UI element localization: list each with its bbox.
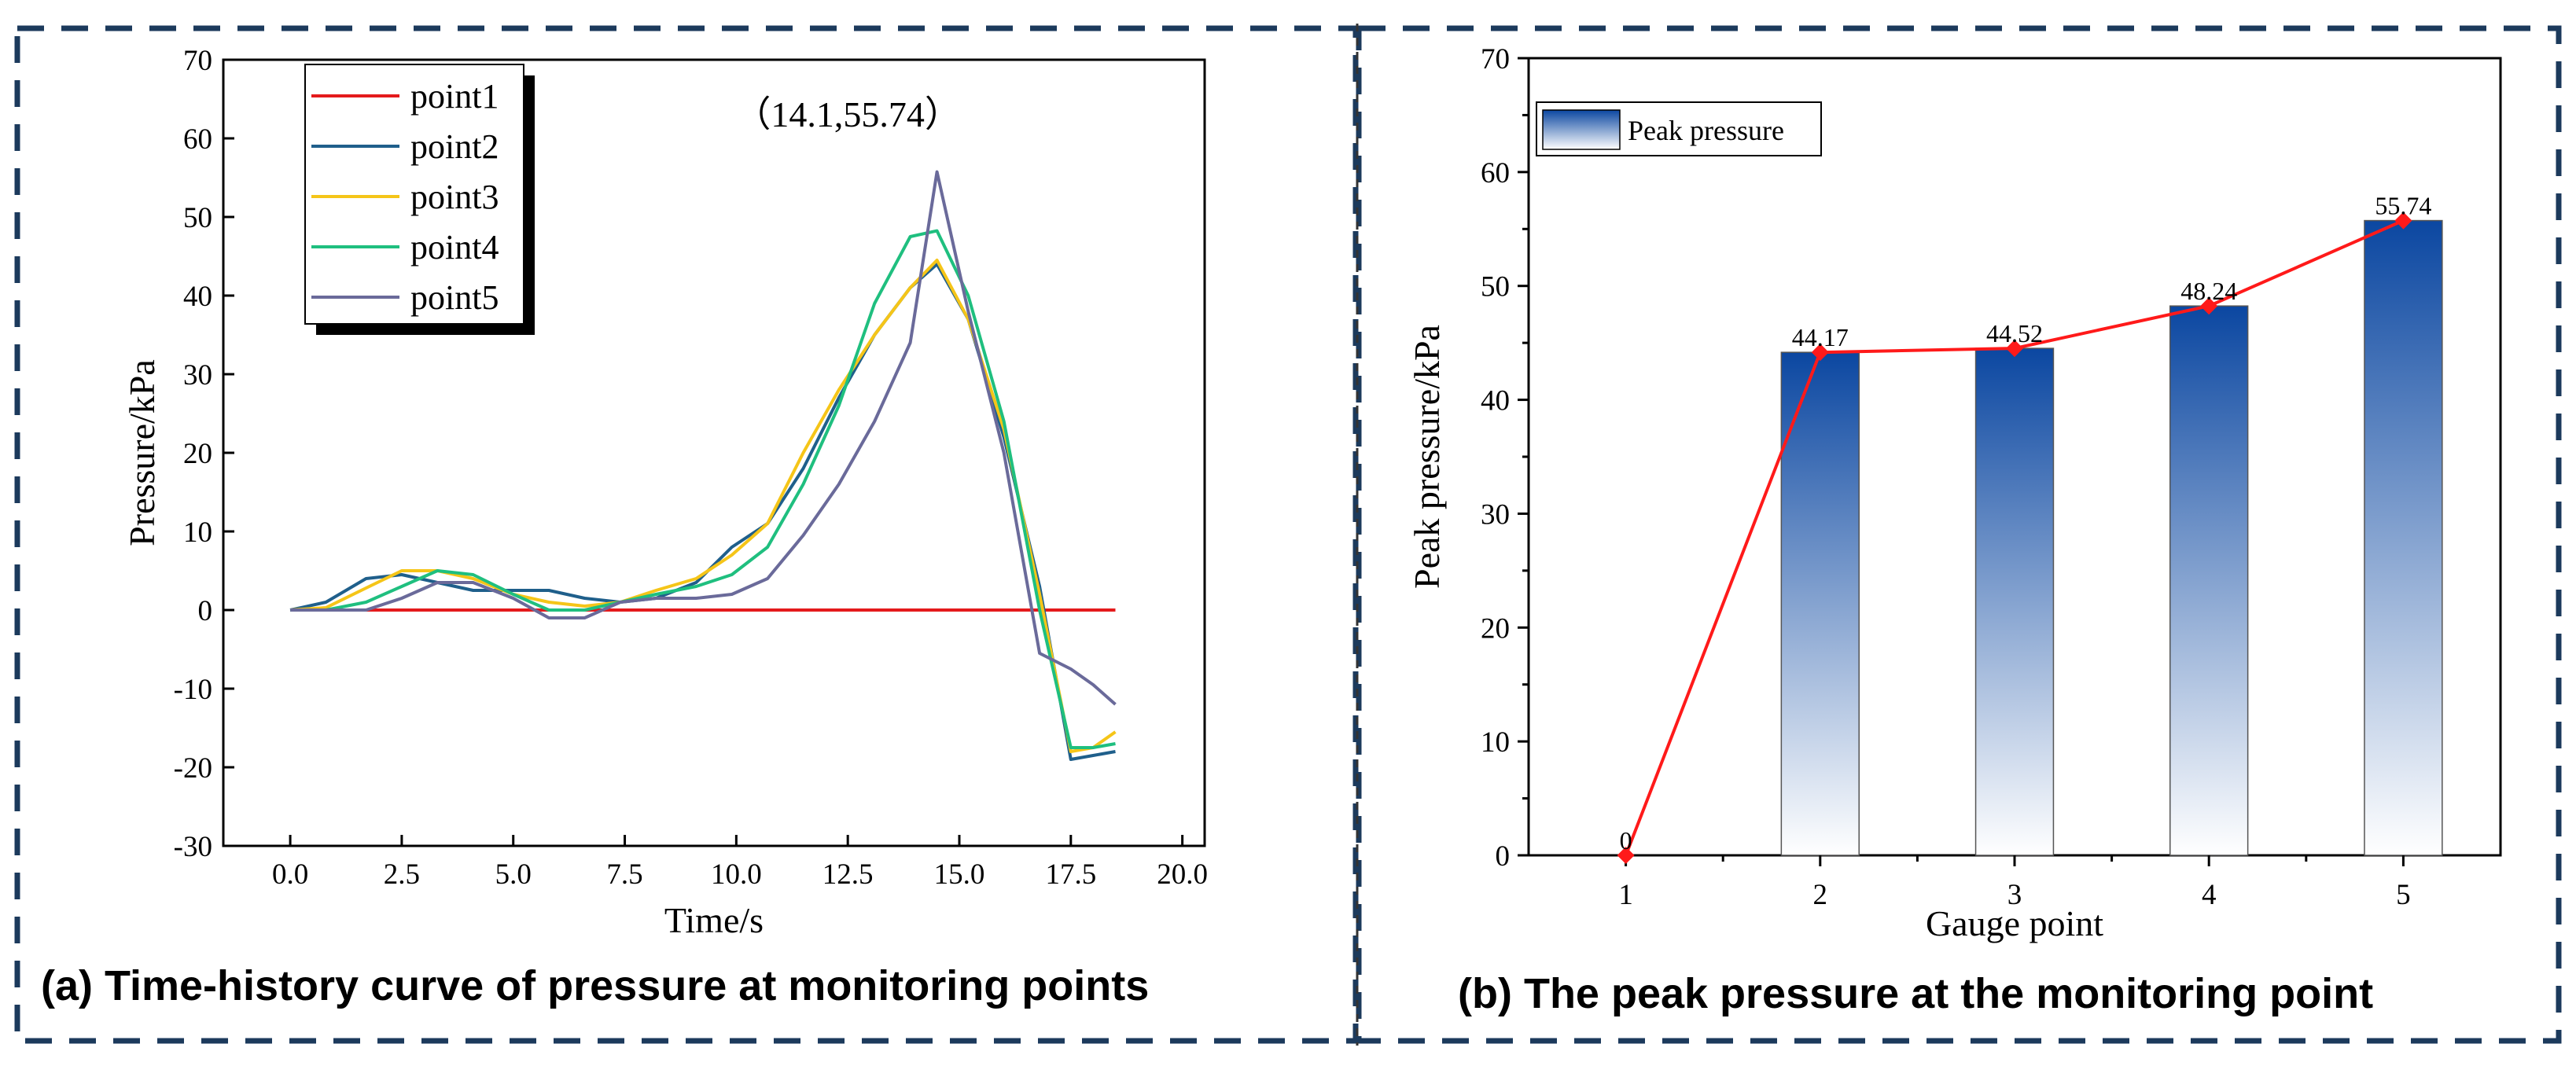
panel-b-legend: Peak pressure bbox=[1536, 101, 1822, 156]
y-tick-label: 60 bbox=[183, 123, 212, 156]
y-tick-label: -10 bbox=[174, 674, 212, 706]
y-tick-label: 40 bbox=[1481, 385, 1510, 417]
data-label-4: 48.24 bbox=[2180, 277, 2237, 305]
y-tick-label: 10 bbox=[183, 516, 212, 549]
panel-a-legend: point1 point2 point3 point4 point5 bbox=[304, 64, 535, 335]
legend-label-point1: point1 bbox=[410, 77, 499, 116]
panel-a-caption: (a) Time-history curve of pressure at mo… bbox=[41, 962, 1149, 1009]
bar-5 bbox=[2364, 219, 2443, 856]
y-tick-label: -20 bbox=[174, 752, 212, 785]
panel-a-ticks bbox=[223, 58, 1184, 847]
panel-b-x-axis-title: Gauge point bbox=[1926, 903, 2103, 943]
y-tick-label: 0 bbox=[1496, 840, 1511, 873]
peak-marker-4 bbox=[2200, 297, 2218, 315]
y-tick-label: 50 bbox=[1481, 271, 1510, 303]
bar-3 bbox=[1974, 347, 2055, 856]
y-tick-label: -30 bbox=[174, 831, 212, 863]
y-tick-label: 70 bbox=[183, 45, 212, 77]
bar-4 bbox=[2169, 305, 2249, 856]
x-tick-label: 0.0 bbox=[272, 858, 308, 891]
y-tick-label: 20 bbox=[183, 438, 212, 470]
peak-marker-5 bbox=[2394, 211, 2412, 230]
y-tick-label: 30 bbox=[1481, 498, 1510, 531]
panel-b-bars bbox=[1780, 219, 2443, 856]
series-line-point4 bbox=[290, 229, 1116, 749]
x-tick-label: 7.5 bbox=[606, 858, 642, 891]
y-tick-label: 10 bbox=[1481, 726, 1510, 759]
x-tick-label: 2.5 bbox=[384, 858, 420, 891]
x-tick-label: 20.0 bbox=[1157, 858, 1208, 891]
data-label-2: 44.17 bbox=[1792, 323, 1849, 351]
peak-marker-2 bbox=[1811, 344, 1829, 362]
panel-a-x-axis-title: Time/s bbox=[664, 900, 764, 940]
series-line-point5 bbox=[290, 170, 1117, 706]
legend-label: Peak pressure bbox=[1628, 115, 1784, 146]
x-tick-label: 1 bbox=[1618, 879, 1633, 911]
data-label-3: 44.52 bbox=[1986, 319, 2043, 347]
legend-label-point2: point2 bbox=[410, 127, 499, 166]
x-tick-label: 12.5 bbox=[822, 858, 874, 891]
y-tick-label: 0 bbox=[198, 595, 213, 627]
x-tick-label: 4 bbox=[2202, 879, 2217, 911]
panel-a-series bbox=[289, 170, 1117, 761]
y-tick-label: 20 bbox=[1481, 612, 1510, 645]
panel-b-data-labels: 0 44.17 44.52 48.24 55.74 bbox=[1620, 192, 2432, 855]
panel-b-ticks bbox=[1518, 57, 2405, 866]
bar-2 bbox=[1780, 351, 1860, 856]
data-label-1: 0 bbox=[1620, 826, 1632, 855]
x-tick-label: 5 bbox=[2396, 879, 2411, 911]
x-tick-label: 2 bbox=[1813, 879, 1828, 911]
y-tick-label: 30 bbox=[183, 359, 212, 391]
x-tick-label: 5.0 bbox=[495, 858, 532, 891]
series-line-point2 bbox=[289, 263, 1116, 761]
panel-b-y-axis-title: Peak pressure/kPa bbox=[1407, 325, 1447, 589]
panel-b-peak-line bbox=[1617, 211, 2412, 864]
x-tick-label: 17.5 bbox=[1045, 858, 1096, 891]
legend-label-point5: point5 bbox=[410, 278, 499, 317]
y-tick-label: 70 bbox=[1481, 43, 1510, 75]
panel-a-frame bbox=[14, 25, 1359, 1044]
x-tick-label: 15.0 bbox=[934, 858, 985, 891]
y-tick-label: 60 bbox=[1481, 157, 1510, 189]
y-tick-label: 50 bbox=[183, 202, 212, 234]
panel-b-frame bbox=[1356, 25, 2562, 1044]
legend-box bbox=[304, 64, 524, 325]
legend-label-point3: point3 bbox=[410, 178, 499, 216]
legend-swatch bbox=[1542, 109, 1621, 150]
panel-a-peak-annotation: （14.1,55.74） bbox=[734, 94, 961, 134]
peak-marker-1 bbox=[1617, 847, 1635, 864]
legend-label-point4: point4 bbox=[410, 228, 499, 266]
peak-marker-3 bbox=[2006, 340, 2023, 358]
x-tick-label: 10.0 bbox=[711, 858, 762, 891]
panel-a-line-chart: 0.0 2.5 5.0 7.5 10.0 12.5 15.0 17.5 20.0 -30 -20 -1… bbox=[41, 45, 1208, 1009]
panel-a-y-axis-title: Pressure/kPa bbox=[122, 359, 162, 546]
panel-a-tick-labels: 0.0 2.5 5.0 7.5 10.0 12.5 15.0 17.5 20.0 -30 -20 -1… bbox=[174, 45, 1208, 891]
data-label-5: 55.74 bbox=[2375, 192, 2431, 220]
x-tick-label: 3 bbox=[2007, 879, 2022, 911]
panel-b-caption: (b) The peak pressure at the monitoring … bbox=[1458, 970, 2373, 1017]
y-tick-label: 40 bbox=[183, 281, 212, 313]
